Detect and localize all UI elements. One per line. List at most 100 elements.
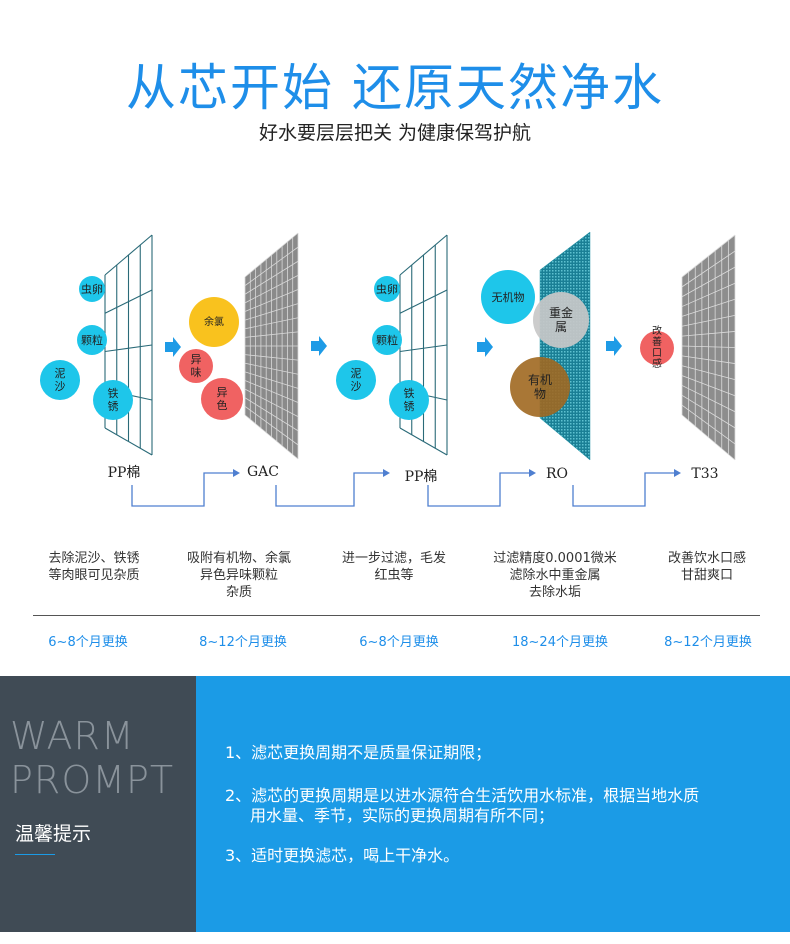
- grid-line: [681, 298, 736, 317]
- stage-desc-pp2: 进一步过滤，毛发 红虫等: [341, 551, 446, 583]
- grid-line: [244, 406, 299, 446]
- particle-grains: 颗粒: [372, 325, 402, 355]
- replace-cycle-ro: 18~24个月更换: [512, 635, 608, 650]
- grid-line: [681, 234, 736, 278]
- divider: [33, 615, 760, 616]
- grid-line: [244, 388, 299, 417]
- stage-label-pp2: PP棉: [404, 469, 438, 485]
- connector-arrowhead-icon: [233, 469, 240, 477]
- replace-cycle-t33: 8~12个月更换: [664, 635, 752, 650]
- grid-line: [539, 231, 591, 271]
- grid-line: [399, 427, 448, 456]
- warm-prompt-heading: 温馨提示: [15, 823, 92, 845]
- particle-inorganic: 无机物: [481, 270, 535, 324]
- grid-line: [681, 394, 736, 429]
- tips-panel: [196, 676, 790, 932]
- gac-filter-panel: [244, 232, 299, 460]
- particle-color: 异色: [201, 378, 243, 420]
- page-title: 从芯开始 还原天然净水: [126, 59, 664, 117]
- particle-eggs: 虫卵: [374, 276, 400, 302]
- grid-line: [681, 404, 736, 445]
- flow-arrow-icon: [165, 337, 181, 357]
- grid-line: [681, 365, 736, 381]
- flow-connector: [572, 472, 677, 507]
- grid-line: [244, 414, 299, 460]
- grid-line: [104, 427, 153, 456]
- grid-line: [104, 234, 153, 276]
- stage-desc-pp1: 去除泥沙、铁锈 等肉眼可见杂质: [48, 551, 140, 583]
- stage-desc-ro: 过滤精度0.0001微米 滤除水中重金属 去除水垢: [493, 551, 617, 600]
- t33-filter-panel: [681, 234, 736, 461]
- replace-cycle-gac: 8~12个月更换: [199, 635, 287, 650]
- flow-arrow-icon: [606, 336, 622, 356]
- grid-line: [681, 314, 736, 327]
- particle-odor: 异味: [179, 349, 213, 383]
- grid-line: [244, 289, 299, 312]
- grid-line: [399, 344, 448, 353]
- grid-line: [681, 266, 736, 298]
- grid-line: [244, 354, 299, 361]
- flow-connector: [131, 472, 236, 507]
- connector-arrowhead-icon: [383, 469, 390, 477]
- stage-label-pp1: PP棉: [107, 465, 141, 481]
- warm-prompt-panel: WARM PROMPT 温馨提示: [0, 676, 196, 932]
- stage-label-t33: T33: [691, 466, 719, 482]
- flow-arrow-icon: [477, 337, 493, 357]
- particle-chlorine: 余氯: [189, 297, 239, 347]
- replace-cycle-pp1: 6~8个月更换: [48, 635, 128, 650]
- grid-line: [244, 317, 299, 330]
- stage-desc-t33: 改善饮水口感 甘甜爽口: [667, 551, 746, 583]
- particle-organic: 有机物: [510, 357, 570, 417]
- stage-label-ro: RO: [545, 466, 569, 482]
- tip-2-cont: 用水量、季节，实际的更换周期有所不同；: [250, 806, 555, 825]
- tip-3: 3、适时更换滤芯，喝上干净水。: [225, 846, 460, 865]
- grid-line: [681, 355, 736, 364]
- tip-2: 2、滤芯的更换周期是以进水源符合生活饮用水标准，根据当地水质: [225, 786, 700, 805]
- warm-text: WARM: [10, 714, 135, 758]
- grid-line: [681, 375, 736, 397]
- grid-line: [244, 380, 299, 403]
- grid-line: [244, 362, 299, 375]
- tip-1: 1、滤芯更换周期不是质量保证期限；: [225, 743, 492, 762]
- filter-diagram: [104, 231, 736, 507]
- pp-filter-mesh-2: [399, 234, 448, 456]
- grid-line: [539, 417, 591, 461]
- stage-label-gac: GAC: [246, 464, 280, 480]
- flow-connector: [427, 472, 532, 507]
- grid-line: [681, 414, 736, 461]
- flow-connector: [275, 472, 386, 507]
- grid-line: [681, 385, 736, 413]
- grid-line: [681, 331, 736, 337]
- grid-line: [244, 275, 299, 304]
- grid-line: [681, 282, 736, 307]
- particle-eggs: 虫卵: [79, 276, 105, 302]
- particle-grains: 颗粒: [77, 325, 107, 355]
- grid-line: [399, 234, 448, 276]
- prompt-text: PROMPT: [10, 758, 175, 802]
- grid-line: [399, 289, 448, 314]
- particle-sand: 泥沙: [336, 360, 376, 400]
- particle-sand: 泥沙: [40, 360, 80, 400]
- grid-line: [244, 331, 299, 338]
- grid-line: [244, 232, 299, 278]
- grid-line: [244, 260, 299, 295]
- particle-rust: 铁锈: [93, 380, 133, 420]
- grid-line: [244, 371, 299, 389]
- grid-line: [681, 250, 736, 288]
- pp-filter-mesh-1: [104, 234, 153, 456]
- connector-arrowhead-icon: [674, 469, 681, 477]
- page-subtitle: 好水要层层把关 为健康保驾护航: [258, 122, 532, 144]
- grid-line: [244, 397, 299, 432]
- stage-desc-gac: 吸附有机物、余氯 异色异味颗粒 杂质: [186, 551, 291, 600]
- grid-line: [681, 345, 736, 348]
- replace-cycle-pp2: 6~8个月更换: [359, 635, 439, 650]
- particle-heavy-metal: 重金属: [533, 292, 589, 348]
- taste-improve: 改善口感: [640, 326, 674, 370]
- grid-line: [104, 289, 153, 314]
- heading-underline: [15, 854, 55, 855]
- flow-arrow-icon: [311, 336, 327, 356]
- grid-line: [244, 246, 299, 286]
- grid-line: [104, 344, 153, 353]
- connector-arrowhead-icon: [529, 469, 536, 477]
- grid-line: [244, 303, 299, 321]
